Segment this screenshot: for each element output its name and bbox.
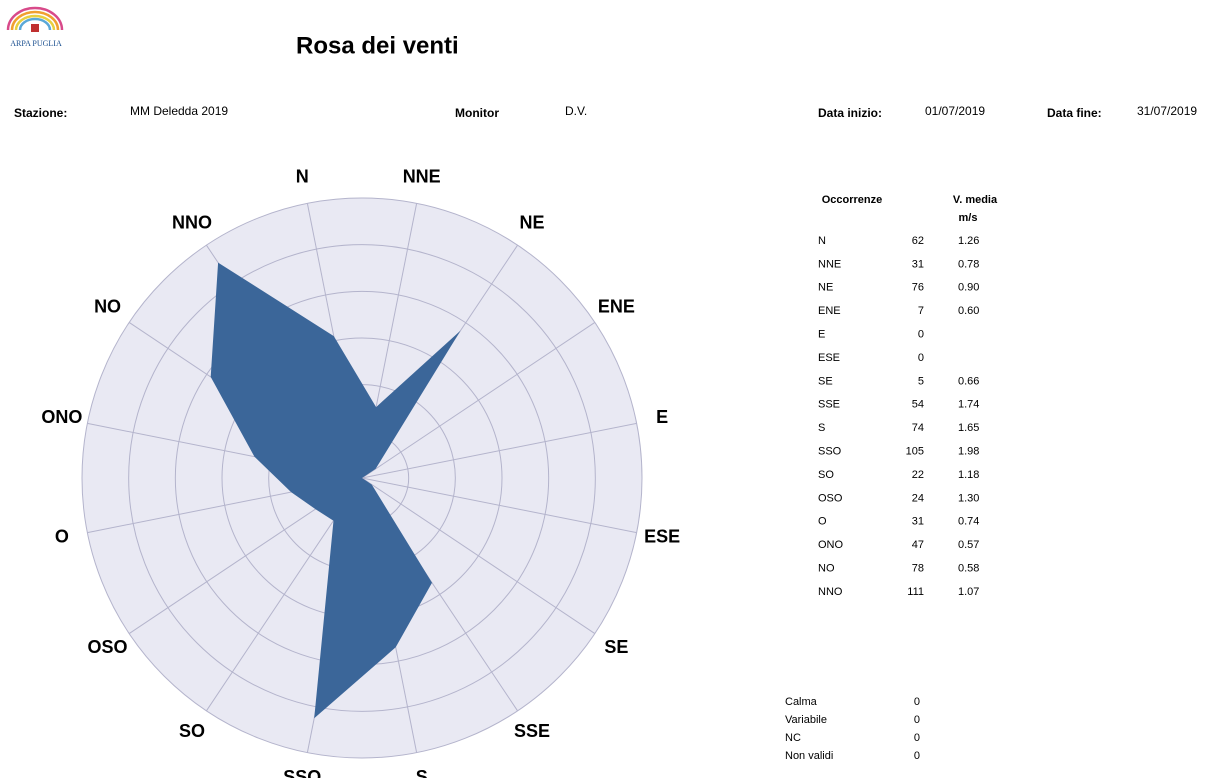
table-count: 62 [912, 235, 924, 247]
table-direction: NO [818, 563, 835, 575]
table-count: 105 [906, 446, 924, 458]
table-count: 111 [907, 586, 924, 598]
footer-label: Calma [785, 696, 818, 708]
table-speed: 0.78 [958, 258, 979, 270]
table-direction: SO [818, 469, 834, 481]
table-direction: ESE [818, 352, 840, 364]
table-speed: 1.07 [958, 586, 979, 598]
footer-value: 0 [914, 714, 920, 726]
table-header: V. media [953, 194, 998, 206]
table-speed: 0.90 [958, 282, 979, 294]
table-speed: 1.98 [958, 446, 979, 458]
table-direction: N [818, 235, 826, 247]
table-count: 7 [918, 305, 924, 317]
table-speed: 1.74 [958, 399, 979, 411]
table-speed: 1.30 [958, 492, 979, 504]
direction-label: S [416, 767, 428, 778]
spoke [361, 322, 596, 479]
direction-label: SSO [283, 767, 321, 778]
label: Stazione: [14, 106, 67, 120]
table-speed: 0.74 [958, 516, 979, 528]
grid-ring [128, 244, 596, 712]
table-direction: O [818, 516, 827, 528]
table-speed: 1.26 [958, 235, 979, 247]
value: 31/07/2019 [1137, 104, 1197, 118]
direction-label: N [296, 167, 309, 187]
value: 01/07/2019 [925, 104, 985, 118]
direction-label: E [656, 407, 668, 427]
table-direction: OSO [818, 492, 843, 504]
table-direction: NNE [818, 258, 841, 270]
direction-label: SSE [514, 721, 550, 741]
radar-area [210, 262, 461, 719]
direction-label: NNO [172, 212, 212, 232]
footer-value: 0 [914, 750, 920, 762]
table-speed: 1.18 [958, 469, 979, 481]
title: Rosa dei venti [296, 32, 459, 59]
spoke [361, 477, 596, 634]
direction-label: OSO [88, 637, 128, 657]
value: D.V. [565, 104, 587, 118]
footer-value: 0 [914, 696, 920, 708]
footer-label: Non validi [785, 750, 833, 762]
direction-label: NNE [403, 167, 441, 187]
table-count: 0 [918, 352, 924, 364]
direction-label: NE [519, 212, 544, 232]
table-direction: SSO [818, 446, 842, 458]
label: Data inizio: [818, 106, 882, 120]
table-direction: E [818, 329, 825, 341]
direction-label: ENE [598, 297, 635, 317]
table-header: Occorrenze [822, 194, 883, 206]
logo [6, 6, 64, 32]
label: Data fine: [1047, 106, 1102, 120]
table-speed: 0.58 [958, 563, 979, 575]
table-direction: S [818, 422, 825, 434]
direction-label: ESE [644, 526, 680, 546]
footer-label: Variabile [785, 714, 827, 726]
direction-label: ONO [41, 407, 82, 427]
table-count: 47 [912, 539, 924, 551]
table-direction: ONO [818, 539, 844, 551]
table-count: 78 [912, 563, 924, 575]
table-count: 31 [912, 258, 924, 270]
table-speed: 1.65 [958, 422, 979, 434]
table-speed: 0.57 [958, 539, 979, 551]
table-count: 24 [912, 492, 924, 504]
table-direction: NE [818, 282, 833, 294]
table-count: 0 [918, 329, 924, 341]
table-speed: 0.60 [958, 305, 979, 317]
spoke [361, 477, 637, 534]
table-direction: ENE [818, 305, 841, 317]
table-count: 74 [912, 422, 924, 434]
spoke [361, 422, 637, 479]
table-count: 54 [912, 399, 924, 411]
table-speed: 0.66 [958, 375, 979, 387]
direction-label: O [55, 526, 69, 546]
footer-label: NC [785, 732, 801, 744]
logo-text: ARPA PUGLIA [10, 39, 62, 48]
value: MM Deledda 2019 [130, 104, 228, 118]
table-direction: SSE [818, 399, 840, 411]
table-direction: NNO [818, 586, 843, 598]
table-header: m/s [959, 212, 978, 224]
table-count: 22 [912, 469, 924, 481]
table-count: 31 [912, 516, 924, 528]
direction-label: SO [179, 721, 205, 741]
direction-label: SE [604, 637, 628, 657]
table-count: 76 [912, 282, 924, 294]
table-direction: SE [818, 375, 833, 387]
footer-value: 0 [914, 732, 920, 744]
direction-label: NO [94, 297, 121, 317]
label: Monitor [455, 106, 499, 120]
table-count: 5 [918, 375, 924, 387]
